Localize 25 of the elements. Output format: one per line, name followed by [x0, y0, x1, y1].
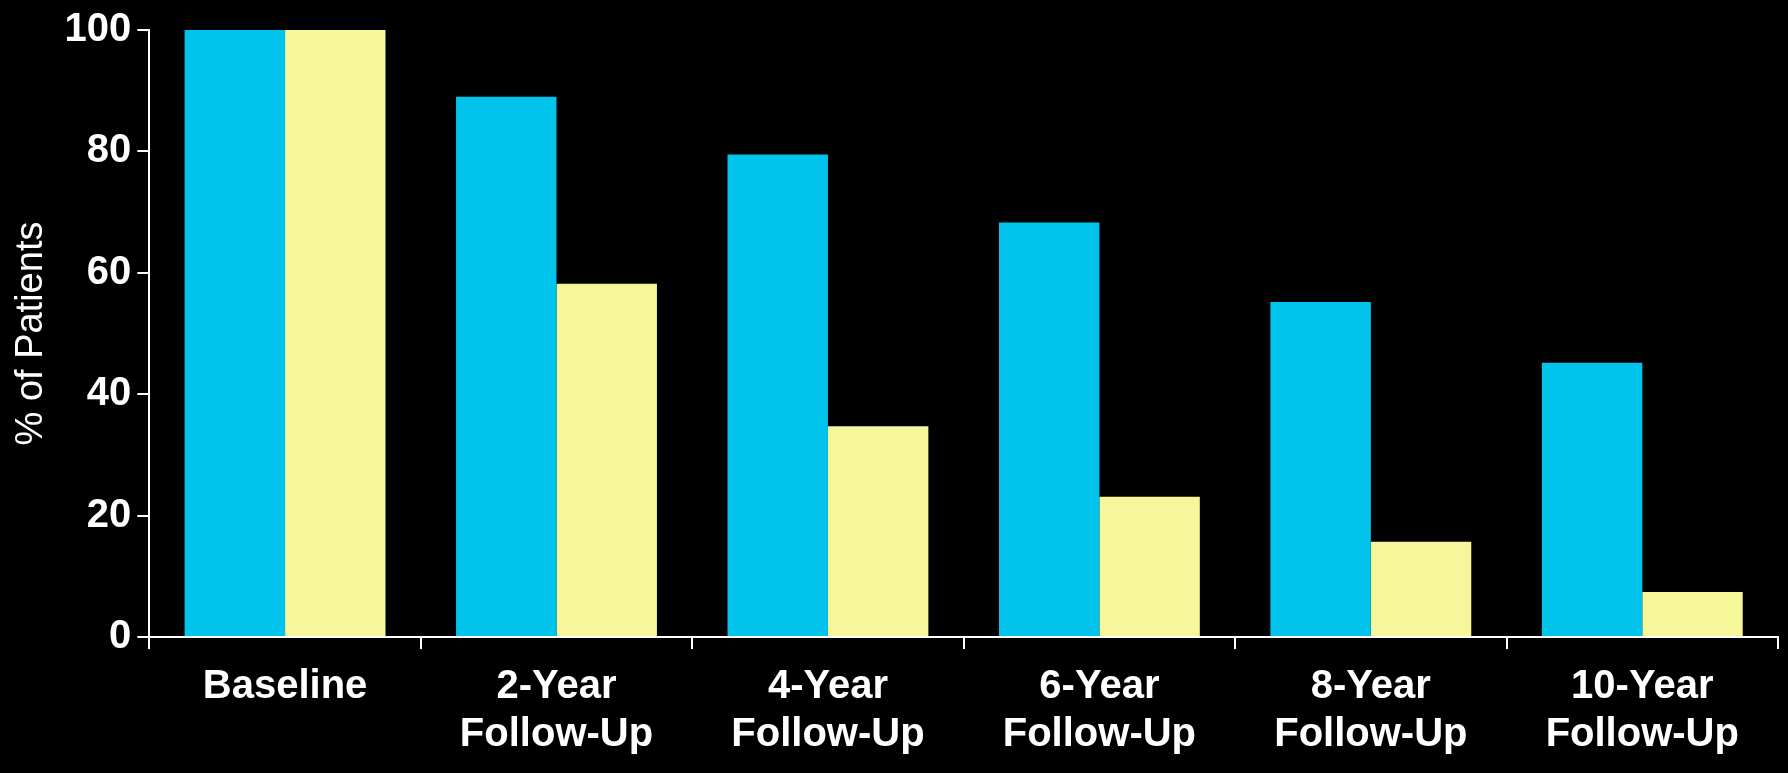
bar — [556, 283, 657, 636]
bar — [184, 30, 286, 636]
y-tick-label: 40 — [86, 369, 132, 414]
x-tick-label: 4-Year Follow-Up — [731, 662, 925, 755]
y-tick-label: 100 — [64, 5, 132, 50]
bar — [727, 154, 828, 636]
bar — [1099, 496, 1200, 636]
bar — [1642, 592, 1743, 636]
bar — [998, 222, 1100, 636]
y-axis-title: % of Patients — [8, 221, 51, 446]
x-tick-label: 8-Year Follow-Up — [1274, 662, 1468, 755]
x-tick-label: 10-Year Follow-Up — [1545, 662, 1739, 755]
bar — [1541, 362, 1643, 636]
x-tick-label: 2-Year Follow-Up — [459, 662, 654, 755]
bar — [1270, 301, 1371, 636]
y-tick-label: 80 — [86, 126, 132, 171]
bar — [827, 426, 929, 636]
x-tick-label: 6-Year Follow-Up — [1002, 662, 1197, 755]
x-tick-label: Baseline — [202, 662, 368, 707]
bar — [1370, 541, 1472, 636]
y-tick-label: 60 — [86, 247, 132, 292]
bar — [456, 96, 557, 636]
y-tick-label: 0 — [109, 612, 132, 657]
y-tick-label: 20 — [86, 490, 132, 535]
bar — [285, 30, 386, 636]
